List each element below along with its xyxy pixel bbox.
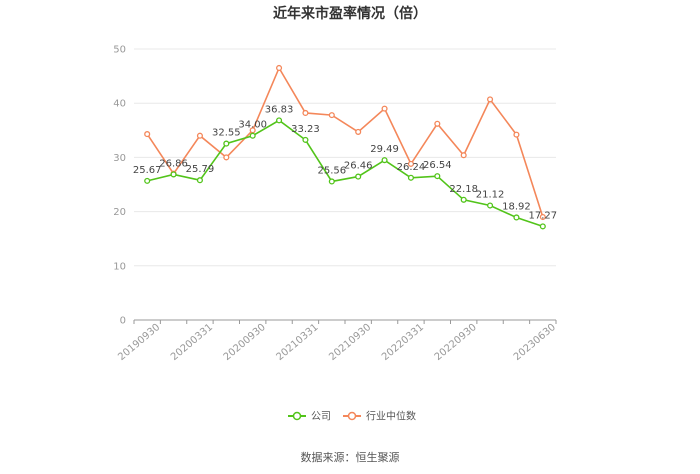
data-label: 25.79 (186, 164, 215, 175)
data-label: 33.23 (291, 124, 320, 135)
legend-item-company[interactable]: 公司 (288, 412, 331, 423)
data-point[interactable] (302, 136, 309, 143)
data-point[interactable] (196, 132, 203, 139)
data-point[interactable] (513, 214, 520, 221)
data-label: 29.49 (370, 144, 399, 155)
data-point[interactable] (460, 152, 467, 159)
data-point[interactable] (539, 223, 546, 230)
data-label: 17.27 (528, 210, 557, 221)
data-label: 18.92 (502, 201, 531, 212)
data-point[interactable] (434, 120, 441, 127)
legend-item-industry-median[interactable]: 行业中位数 (343, 410, 416, 423)
data-point[interactable] (355, 173, 362, 180)
data-point[interactable] (276, 64, 283, 72)
data-source-note: 数据来源：恒生聚源 (301, 450, 400, 464)
legend-marker-icon (347, 411, 357, 421)
series-line (146, 119, 544, 228)
data-point[interactable] (460, 196, 467, 203)
series-company (144, 117, 546, 230)
x-tick-label: 20230630 (512, 322, 558, 363)
data-point[interactable] (539, 213, 546, 221)
series-layer (144, 64, 546, 230)
data-point[interactable] (407, 160, 414, 167)
data-label: 26.54 (423, 160, 452, 171)
data-point[interactable] (302, 109, 309, 117)
legend[interactable]: 公司 行业中位数 (288, 410, 416, 423)
y-tick-label: 10 (113, 261, 126, 272)
y-tick-label: 50 (113, 45, 126, 56)
data-label: 22.18 (449, 184, 478, 195)
x-tick-label: 20210930 (327, 322, 373, 363)
data-label: 34.00 (238, 120, 267, 131)
y-tick-label: 0 (120, 316, 126, 327)
data-point[interactable] (328, 178, 335, 185)
x-tick-label: 20200331 (169, 322, 215, 363)
data-label: 26.46 (344, 161, 373, 172)
x-tick-label: 20200930 (222, 322, 268, 363)
data-point[interactable] (513, 131, 520, 138)
data-label: 21.12 (476, 190, 505, 201)
legend-marker-icon (292, 411, 302, 421)
x-tick-label: 20190930 (116, 322, 162, 363)
legend-label: 公司 (311, 412, 331, 423)
data-point[interactable] (328, 112, 335, 119)
legend-label: 行业中位数 (366, 410, 416, 423)
y-tick-label: 20 (113, 207, 126, 218)
data-point[interactable] (144, 177, 151, 184)
data-label: 25.67 (133, 165, 162, 176)
x-tick-label: 20220331 (380, 322, 426, 363)
data-point[interactable] (381, 157, 388, 164)
series-line (146, 66, 544, 218)
y-axis-ticks: 0 10 20 30 40 50 (113, 45, 126, 327)
data-point[interactable] (355, 128, 362, 135)
chart-title: 近年来市盈率情况（倍） (273, 5, 427, 22)
data-point[interactable] (407, 174, 414, 181)
data-point[interactable] (196, 177, 203, 184)
y-tick-label: 40 (113, 99, 126, 110)
data-label: 26.86 (159, 158, 188, 169)
x-tick-label: 20210331 (274, 322, 320, 363)
data-point[interactable] (487, 202, 494, 209)
data-point[interactable] (434, 173, 441, 180)
data-label: 32.55 (212, 128, 241, 139)
x-axis: 20190930 20200331 20200930 20210331 20210930… (116, 319, 558, 363)
data-label: 26.24 (397, 162, 426, 173)
data-point[interactable] (487, 96, 494, 103)
data-label: 36.83 (265, 104, 294, 115)
data-point[interactable] (276, 117, 283, 124)
y-tick-label: 30 (113, 153, 126, 164)
data-point[interactable] (223, 154, 230, 161)
data-label: 25.56 (317, 165, 346, 176)
data-point[interactable] (381, 105, 388, 112)
data-point[interactable] (223, 140, 230, 147)
data-point[interactable] (249, 132, 256, 139)
data-point[interactable] (170, 171, 177, 178)
x-tick-label: 20220930 (433, 322, 479, 363)
grid-lines (134, 48, 556, 267)
data-point[interactable] (144, 131, 151, 138)
